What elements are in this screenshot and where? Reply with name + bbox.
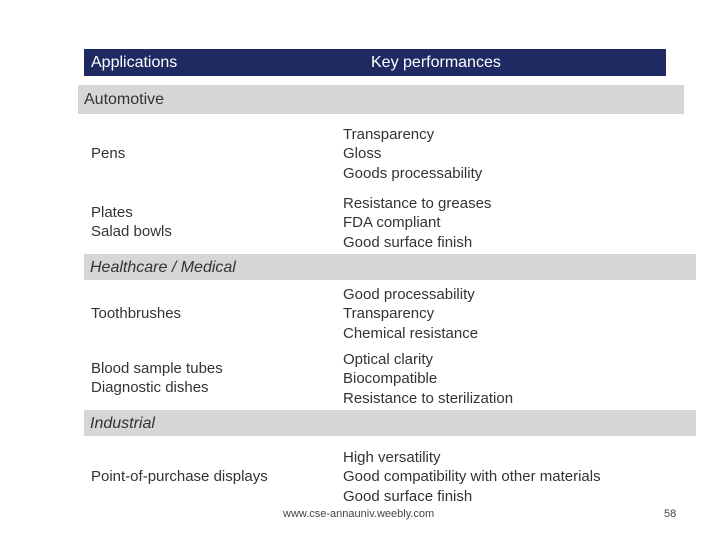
section-title: Automotive [84,91,165,108]
section-healthcare: Healthcare / Medical [84,254,696,280]
application-cell: Toothbrushes [91,305,182,322]
table-header: Applications Key performances [84,49,666,76]
application-cell: Pens [91,145,126,162]
performance-cell: Transparency Gloss Goods processability [343,126,483,182]
page-number: 58 [664,508,677,520]
performance-cell: High versatility Good compatibility with … [343,449,601,505]
performance-cell: Good processability Transparency Chemical … [343,286,479,342]
key-performances-header: Key performances [371,54,501,71]
performance-cell: Optical clarity Biocompatible Resistance t… [343,351,514,407]
section-title: Healthcare / Medical [90,259,236,276]
section-automotive: Automotive [78,85,684,114]
application-cell: Plates Salad bowls [91,204,172,241]
section-title: Industrial [90,415,155,432]
performance-cell: Resistance to greases FDA compliant Good s… [343,195,492,251]
application-cell: Blood sample tubes Diagnostic dishes [91,360,223,397]
footer-url: www.cse-annauniv.weebly.com [283,508,435,520]
section-industrial: Industrial [84,410,696,436]
applications-header: Applications [91,54,178,71]
application-cell: Point-of-purchase displays [91,468,268,485]
